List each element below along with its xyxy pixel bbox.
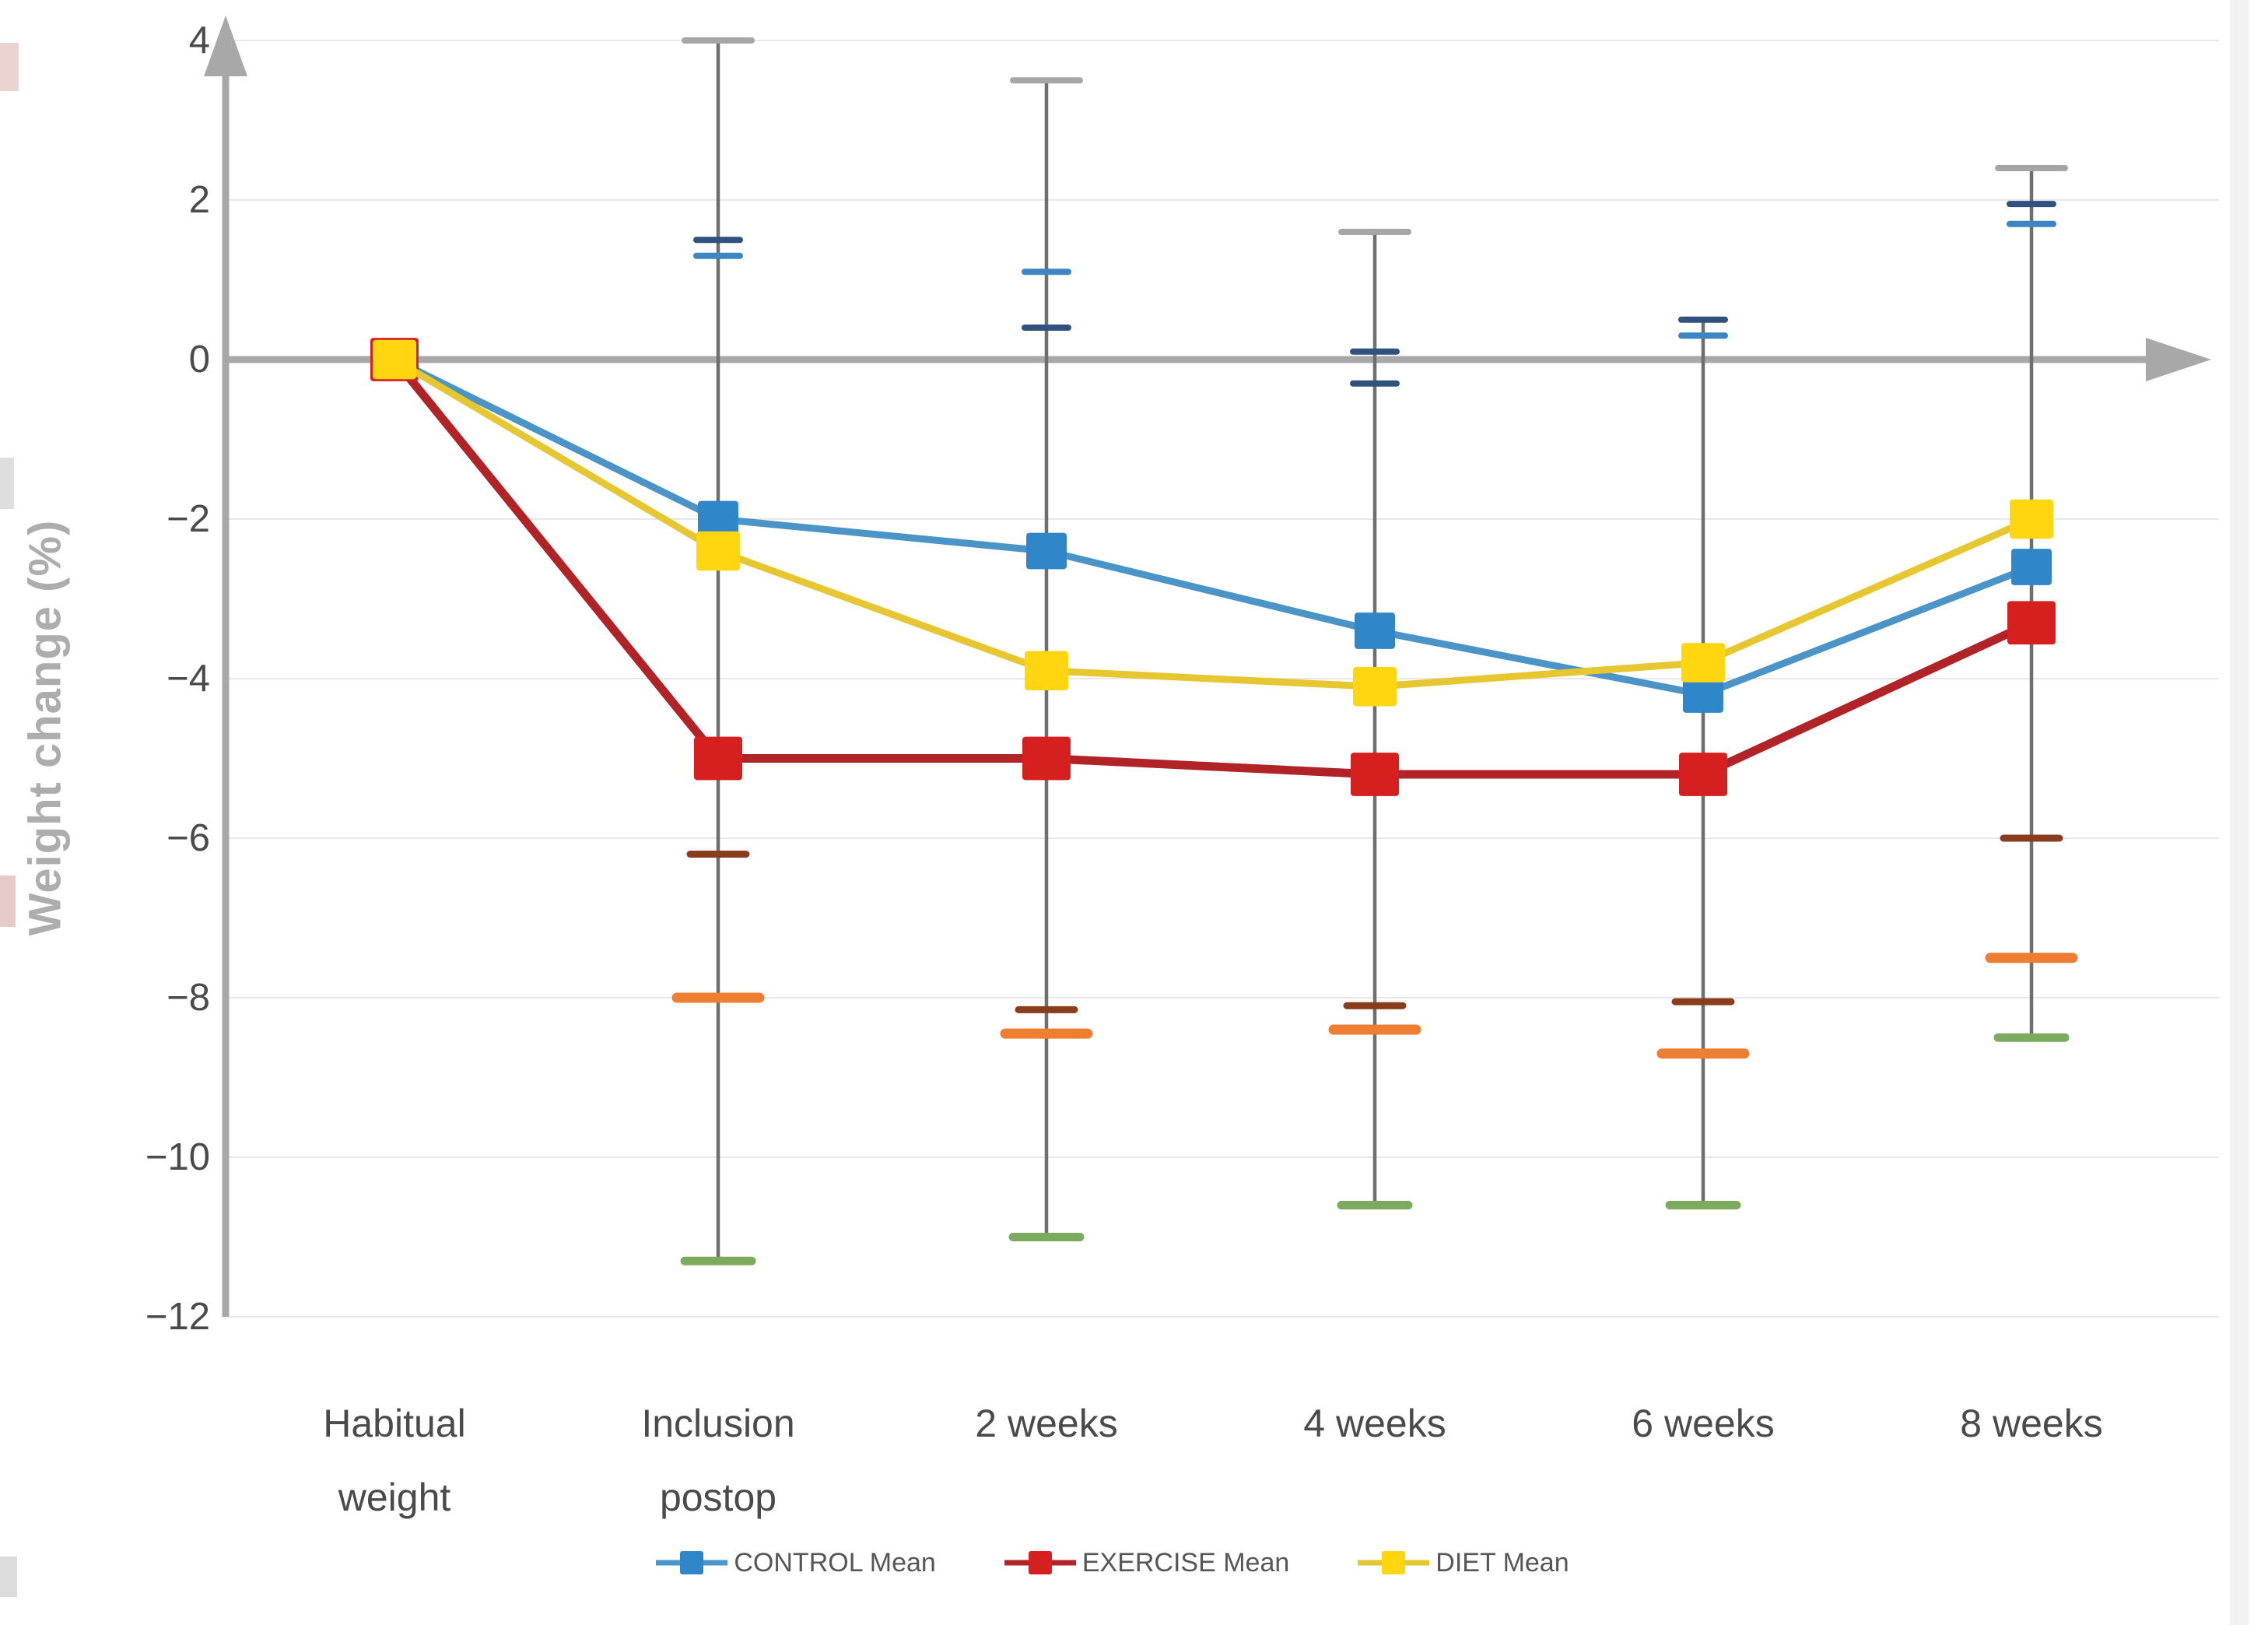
data-point-marker (2010, 499, 2053, 539)
x-axis-label: 6 weeks (1632, 1402, 1775, 1445)
y-tick-label: 2 (188, 179, 210, 221)
x-axis-label: 8 weeks (1960, 1402, 2103, 1445)
legend-marker-icon (1358, 1551, 1430, 1574)
series-line-exercise-mean (391, 356, 2034, 779)
x-axis-label: Inclusion postop (641, 1402, 795, 1519)
x-axis-label: 4 weeks (1303, 1402, 1446, 1445)
legend-marker-icon (1004, 1551, 1076, 1574)
data-point-marker (1025, 651, 1068, 690)
y-axis-title: Weight change (%) (19, 519, 71, 936)
data-point-marker (1351, 753, 1399, 796)
x-axis-label: Habitual weight (323, 1402, 466, 1519)
y-tick-label: −6 (167, 817, 210, 859)
x-axis-arrow-icon (2146, 338, 2211, 381)
data-point-marker (1679, 753, 1727, 796)
series-line-diet-mean (392, 356, 2033, 690)
x-axis-label: 2 weeks (975, 1402, 1118, 1445)
y-tick-label: −10 (145, 1136, 210, 1178)
legend-item-control-mean: CONTROL Mean (656, 1546, 936, 1580)
legend-label: DIET Mean (1435, 1547, 1569, 1578)
legend-label: EXERCISE Mean (1081, 1547, 1290, 1578)
data-point-marker (1353, 667, 1397, 707)
data-point-marker (1681, 643, 1725, 683)
series-line-control-mean (393, 356, 2033, 698)
data-point-marker (373, 339, 416, 380)
legend-item-exercise-mean: EXERCISE Mean (1004, 1546, 1289, 1580)
data-point-marker (2011, 549, 2052, 585)
y-axis-arrow-icon (204, 16, 247, 76)
y-tick-label: −2 (167, 498, 210, 540)
data-point-marker (1026, 532, 1067, 570)
y-tick-label: −12 (145, 1296, 210, 1338)
data-point-marker (2007, 601, 2056, 645)
legend-marker-icon (656, 1551, 728, 1574)
y-tick-label: −8 (167, 977, 210, 1019)
data-point-marker (696, 531, 740, 571)
y-tick-label: 4 (188, 19, 210, 61)
legend-item-diet-mean: DIET Mean (1358, 1546, 1569, 1580)
legend-label: CONTROL Mean (734, 1547, 936, 1578)
data-point-marker (694, 736, 742, 781)
data-point-marker (1355, 612, 1395, 649)
data-point-marker (698, 500, 738, 538)
y-tick-label: 0 (188, 339, 210, 381)
data-point-marker (1022, 736, 1071, 781)
legend: CONTROL Mean EXERCISE Mean DIET Mean (226, 1546, 2000, 1580)
data-point-marker (1683, 676, 1723, 713)
y-tick-label: −4 (167, 658, 210, 700)
